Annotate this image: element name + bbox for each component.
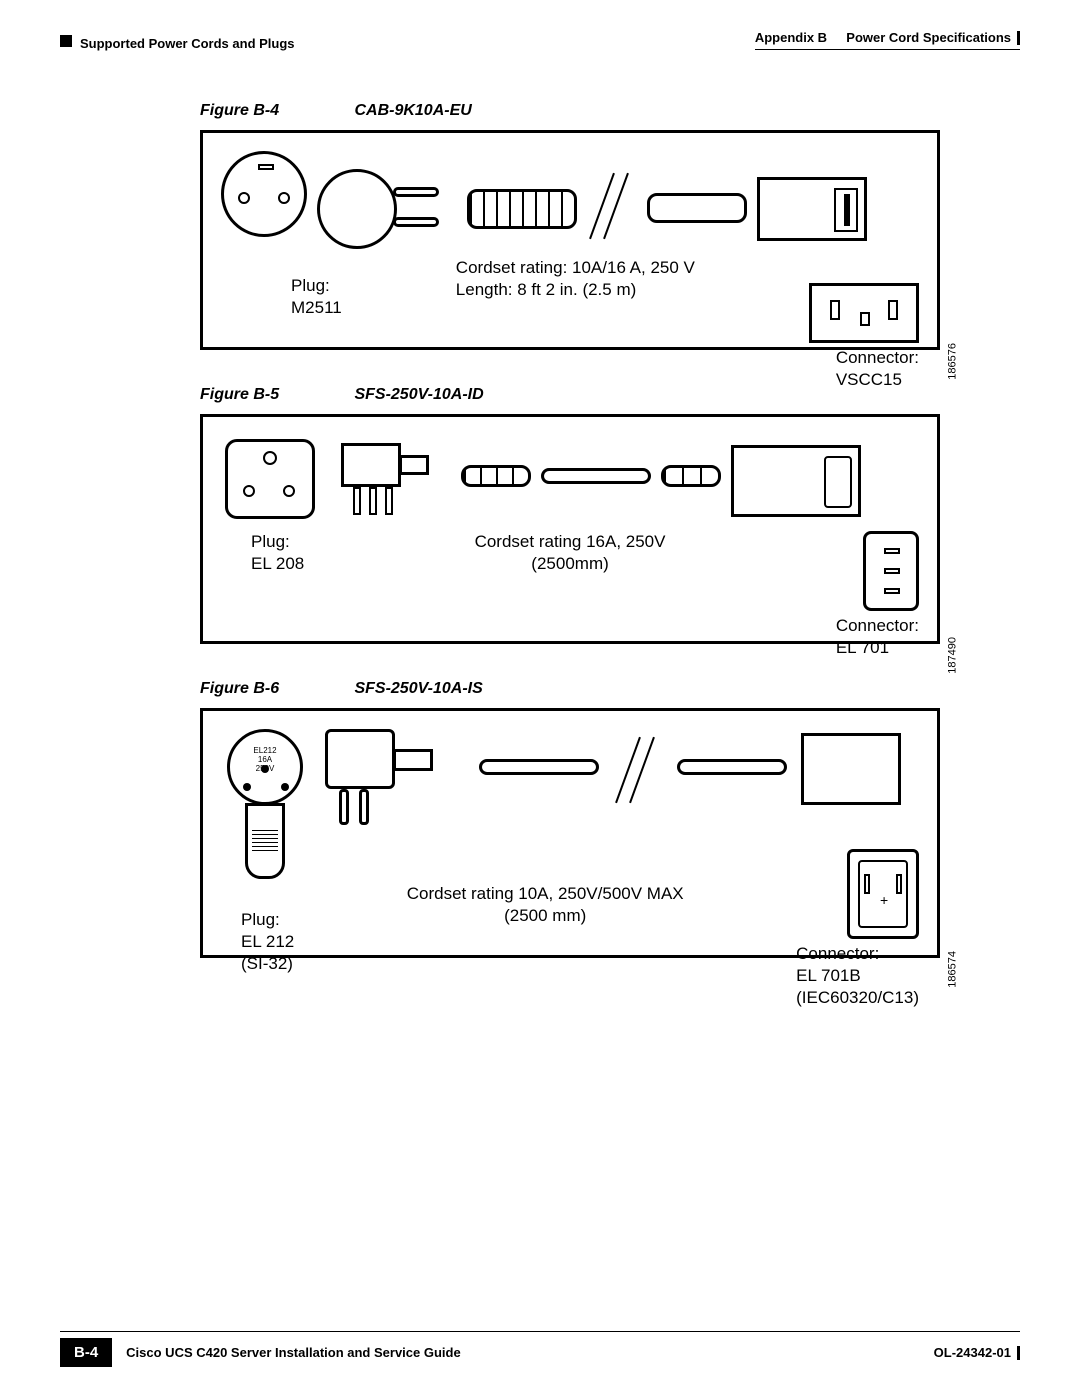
figure-b6-id: Figure B-6	[200, 680, 350, 698]
b4-connector-label: Connector:	[836, 347, 919, 369]
page: Supported Power Cords and Plugs Appendix…	[0, 0, 1080, 1397]
india-plug-face-icon	[221, 435, 331, 525]
appendix-label: Appendix B	[755, 30, 827, 45]
page-footer: B-4 Cisco UCS C420 Server Installation a…	[60, 1331, 1020, 1367]
eu-plug-face-icon	[221, 151, 307, 237]
figure-b6-caption: Figure B-6 SFS-250V-10A-IS	[200, 680, 1020, 698]
angle-plug-side-icon	[325, 729, 465, 839]
b5-connector-value: EL 701	[836, 637, 919, 659]
c13-connector-face-icon	[863, 531, 919, 611]
c13-connector-side-icon	[757, 177, 867, 241]
b5-connector-label: Connector:	[836, 615, 919, 637]
angle-plug-side-icon	[341, 435, 451, 515]
b6-cordset1: Cordset rating 10A, 250V/500V MAX	[407, 883, 684, 905]
bar-icon	[1017, 31, 1020, 45]
c13-connector-side-icon	[801, 733, 901, 805]
b4-cordset2: Length: 8 ft 2 in. (2.5 m)	[456, 279, 695, 301]
bar-icon	[1017, 1346, 1020, 1360]
section-title: Supported Power Cords and Plugs	[80, 36, 295, 51]
figure-b6-box: EL212 16A 250V Plug:	[200, 708, 940, 958]
b5-plug-value: EL 208	[251, 553, 304, 575]
figure-b5-box: Plug: EL 208 Cordset rating 16A, 250V (2…	[200, 414, 940, 644]
cable-segment-icon	[647, 193, 747, 223]
b4-connector-value: VSCC15	[836, 369, 919, 391]
b6-face-text2: 16A	[258, 755, 272, 764]
b6-connector-value2: (IEC60320/C13)	[796, 987, 919, 1009]
figure-b4-box: Plug: M2511 Cordset rating: 10A/16 A, 25…	[200, 130, 940, 350]
eu-plug-side-icon	[317, 151, 457, 271]
appendix-title: Power Cord Specifications	[846, 30, 1011, 45]
header-right: Appendix B Power Cord Specifications	[755, 30, 1020, 60]
figure-b4-id: Figure B-4	[200, 102, 350, 120]
header-left: Supported Power Cords and Plugs	[60, 30, 295, 51]
cable-segment-icon	[541, 468, 651, 484]
figure-b6-name: SFS-250V-10A-IS	[354, 680, 482, 697]
c13-connector-face-icon	[809, 283, 919, 343]
b6-connector-value: EL 701B	[796, 965, 919, 987]
figure-b4-name: CAB-9K10A-EU	[354, 102, 471, 119]
b6-cordset2: (2500 mm)	[407, 905, 684, 927]
cable-segment-icon	[661, 465, 721, 487]
b5-cordset1: Cordset rating 16A, 250V	[475, 531, 666, 553]
b6-plug-value: EL 212	[241, 931, 294, 953]
cable-break-icon	[613, 735, 663, 805]
page-header: Supported Power Cords and Plugs Appendix…	[60, 30, 1020, 66]
israel-plug-face-icon: EL212 16A 250V	[221, 729, 311, 879]
b5-side-number: 187490	[947, 637, 959, 674]
b4-side-number: 186576	[947, 343, 959, 380]
c13-connector-face-icon: +	[847, 849, 919, 939]
b6-plug-label: Plug:	[241, 909, 294, 931]
page-number-badge: B-4	[60, 1338, 112, 1367]
square-icon	[60, 35, 72, 47]
footer-doc-id: OL-24342-01	[934, 1345, 1011, 1360]
b4-plug-value: M2511	[291, 297, 342, 319]
cable-segment-icon	[461, 465, 531, 487]
b5-cordset2: (2500mm)	[475, 553, 666, 575]
cable-break-icon	[587, 171, 637, 241]
b6-plug-value2: (SI-32)	[241, 953, 294, 975]
b6-face-text1: EL212	[253, 746, 276, 755]
footer-doc-title: Cisco UCS C420 Server Installation and S…	[112, 1345, 934, 1360]
figure-b4-caption: Figure B-4 CAB-9K10A-EU	[200, 102, 1020, 120]
header-rule	[755, 49, 1020, 50]
cable-segment-icon	[467, 189, 577, 229]
b6-connector-label: Connector:	[796, 943, 919, 965]
b4-cordset1: Cordset rating: 10A/16 A, 250 V	[456, 257, 695, 279]
c13-connector-side-icon	[731, 445, 861, 517]
b5-plug-label: Plug:	[251, 531, 304, 553]
cable-segment-icon	[479, 759, 599, 775]
b4-plug-label: Plug:	[291, 275, 342, 297]
footer-rule	[60, 1331, 1020, 1332]
b6-side-number: 186574	[947, 951, 959, 988]
cable-segment-icon	[677, 759, 787, 775]
